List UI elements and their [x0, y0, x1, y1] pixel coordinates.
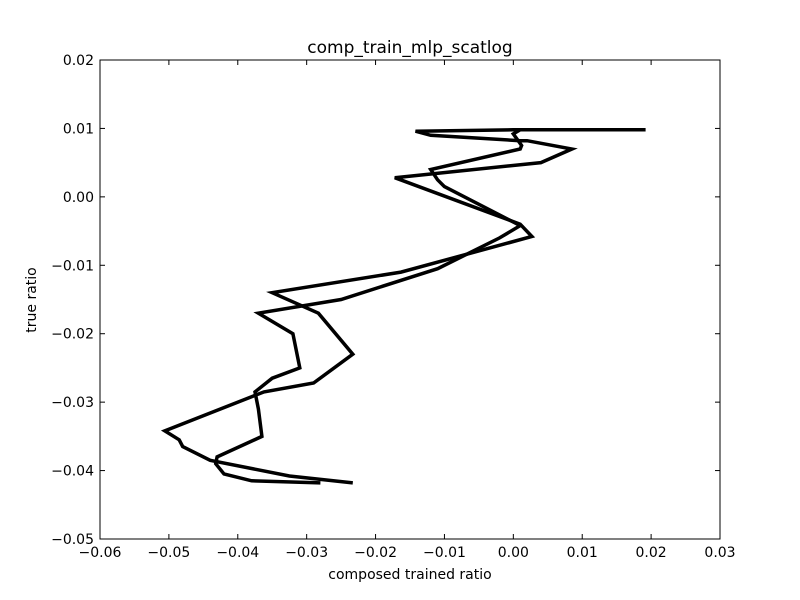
y-tick-label: 0.02	[63, 53, 94, 69]
x-tick-label: −0.02	[354, 545, 397, 561]
plot-frame	[99, 59, 721, 540]
x-tick-label: 0.03	[704, 545, 735, 561]
x-tick-label: −0.06	[79, 545, 122, 561]
axis-ticks: −0.06 −0.05 −0.04 −0.03 −0.02 −0.01 0.00 0.01 0.…	[51, 53, 735, 561]
x-tick-label: 0.00	[498, 545, 529, 561]
plot-area	[100, 60, 720, 539]
x-tick-label: −0.03	[285, 545, 328, 561]
y-tick-label: 0.00	[63, 190, 94, 206]
x-tick-label: −0.05	[147, 545, 190, 561]
y-tick-label: −0.05	[51, 532, 94, 548]
series-lines	[160, 128, 646, 485]
x-tick-label: −0.04	[216, 545, 259, 561]
x-tick-label: 0.01	[567, 545, 598, 561]
x-tick-label: 0.02	[636, 545, 667, 561]
y-tick-label: −0.04	[51, 464, 94, 480]
y-tick-label: −0.02	[51, 327, 94, 343]
y-tick-label: −0.03	[51, 395, 94, 411]
y-axis-label: true ratio	[24, 267, 40, 332]
series-line-2	[213, 128, 524, 485]
x-tick-label: −0.01	[423, 545, 466, 561]
y-tick-label: 0.01	[63, 121, 94, 137]
x-axis-label: composed trained ratio	[328, 567, 491, 583]
y-tick-label: −0.01	[51, 258, 94, 274]
series-line-1	[160, 128, 646, 485]
chart-title: comp_train_mlp_scatlog	[307, 38, 512, 58]
